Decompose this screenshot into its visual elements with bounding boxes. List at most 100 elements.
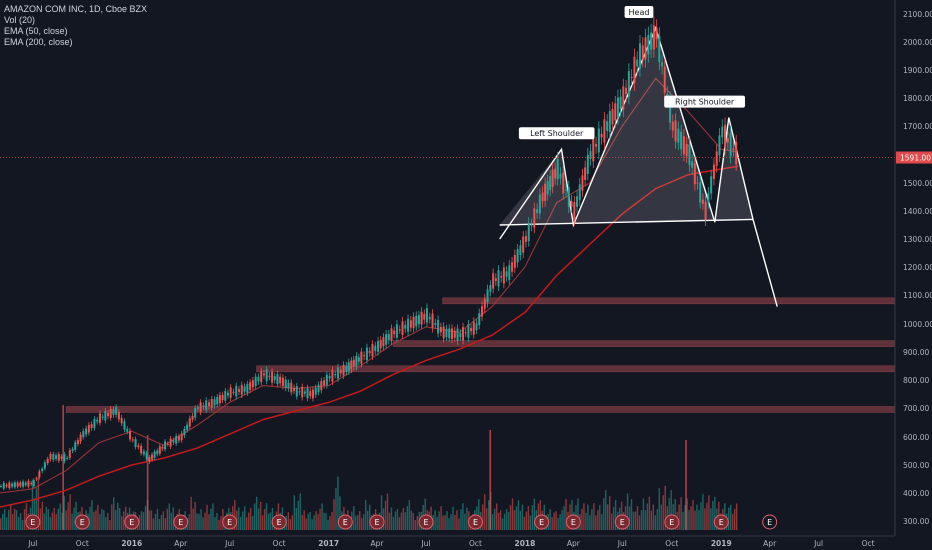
- price-candle: [137, 445, 140, 448]
- price-candle: [336, 367, 339, 379]
- price-candle: [251, 380, 254, 388]
- price-candle: [226, 392, 229, 396]
- volume-bar: [295, 508, 297, 530]
- earnings-marker-label: E: [719, 518, 724, 527]
- annotation-label: Head: [629, 8, 650, 17]
- volume-bar: [400, 512, 403, 530]
- volume-bar: [650, 510, 653, 530]
- volume-bar: [507, 511, 510, 530]
- x-tick-label: Jul: [813, 539, 823, 548]
- y-tick-label: 500.00: [903, 461, 929, 470]
- volume-bar: [654, 515, 657, 530]
- price-candle: [420, 311, 423, 325]
- price-candle: [650, 32, 653, 50]
- price-candle: [625, 87, 628, 95]
- earnings-marker: [74, 514, 90, 530]
- price-candle: [600, 133, 603, 138]
- volume-bar: [497, 512, 500, 530]
- price-candle: [126, 428, 129, 432]
- volume-bar: [491, 514, 494, 530]
- volume-bar: [384, 500, 387, 530]
- price-candle: [592, 138, 595, 162]
- price-candle: [589, 150, 592, 160]
- price-candle: [567, 186, 570, 208]
- price-candle: [90, 424, 93, 429]
- volume-bar: [486, 508, 488, 530]
- neckline: [499, 218, 754, 226]
- price-candle: [669, 98, 672, 123]
- volume-bar: [392, 516, 395, 530]
- price-candle: [724, 124, 727, 148]
- volume-bar: [113, 497, 115, 530]
- volume-bar: [365, 500, 367, 530]
- price-candle: [439, 327, 442, 333]
- annotations: Left Shoulder Head Right Shoulder: [518, 6, 745, 140]
- volume-bar: [636, 506, 639, 530]
- price-candle: [701, 199, 704, 204]
- price-candle: [619, 96, 622, 109]
- x-tick-label: Oct: [273, 539, 286, 548]
- price-candle: [478, 313, 481, 326]
- volume-bar: [291, 515, 294, 530]
- price-candle: [46, 458, 49, 464]
- volume-bar: [75, 501, 77, 530]
- volume-bar: [712, 500, 714, 530]
- x-tick-label: Apr: [763, 539, 777, 548]
- symbol-title[interactable]: AMAZON COM INC, 1D, Cboe BZX: [4, 4, 148, 14]
- volume-bar: [17, 517, 20, 530]
- price-candle: [109, 408, 112, 418]
- price-candle: [317, 384, 320, 392]
- volume-bar: [103, 510, 105, 530]
- ema200-indicator[interactable]: EMA (200, close): [4, 37, 73, 47]
- volume-bar: [25, 503, 28, 530]
- price-candle: [131, 439, 134, 441]
- price-candle: [148, 457, 151, 462]
- price-candle: [614, 103, 617, 121]
- y-tick-label: 1100.00: [903, 291, 932, 300]
- volume-bar: [172, 507, 174, 530]
- volume-bar: [95, 510, 97, 530]
- price-candle: [500, 276, 503, 278]
- volume-bar: [553, 512, 555, 530]
- x-tick-label: Apr: [174, 539, 188, 548]
- volume-bar: [263, 509, 266, 530]
- volume-bar: [694, 510, 696, 530]
- ema50-line: [0, 77, 738, 494]
- price-candle: [273, 376, 276, 381]
- price-candle: [22, 481, 25, 487]
- x-tick-label: Jul: [224, 539, 234, 548]
- volume-indicator[interactable]: Vol (20): [4, 15, 36, 25]
- earnings-marker-label: E: [30, 518, 35, 527]
- x-tick-label: Oct: [665, 539, 678, 548]
- price-candle: [494, 278, 497, 282]
- earnings-marker: [534, 514, 550, 530]
- price-candle: [281, 377, 284, 386]
- volume-bar: [89, 506, 91, 530]
- earnings-marker: [369, 514, 385, 530]
- volume-bar: [190, 496, 192, 530]
- volume-bar: [634, 511, 637, 530]
- volume-bar: [678, 504, 680, 530]
- volume-bar: [626, 493, 629, 530]
- volume-bar: [119, 507, 121, 530]
- volume-bar: [614, 500, 617, 530]
- volume-bar: [493, 508, 496, 530]
- volume-bar: [327, 520, 329, 530]
- price-candle: [218, 395, 221, 404]
- price-candle: [117, 412, 120, 420]
- price-candle: [74, 442, 77, 450]
- price-candle: [13, 482, 16, 488]
- price-candle: [52, 453, 55, 460]
- price-candle: [11, 483, 14, 487]
- ema50-indicator[interactable]: EMA (50, close): [4, 26, 68, 36]
- price-candle: [30, 482, 33, 484]
- volume-bar: [412, 513, 415, 530]
- volume-bar: [434, 510, 436, 530]
- price-candle: [644, 37, 647, 60]
- volume-bar: [644, 510, 647, 530]
- volume-bar: [339, 496, 341, 530]
- price-candle: [511, 262, 514, 272]
- volume-bar: [565, 499, 567, 530]
- volume-bar: [398, 517, 401, 530]
